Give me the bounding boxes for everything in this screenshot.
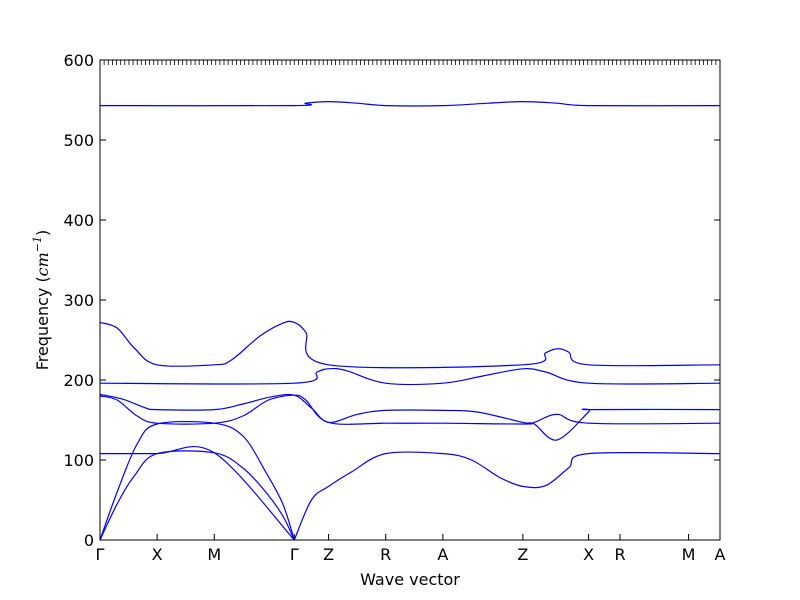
x-tick-label: X	[583, 545, 594, 564]
series-9-line	[99, 100, 721, 107]
x-tick-label: R	[380, 545, 391, 564]
x-tick-label: R	[614, 545, 625, 564]
y-tick-label: 600	[63, 51, 94, 70]
x-tick-label: X	[152, 545, 163, 564]
x-tick-label: M	[682, 545, 696, 564]
x-tick-label: Γ	[290, 545, 299, 564]
plot-frame	[99, 59, 721, 541]
series-1-line	[99, 450, 295, 541]
x-tick-label: M	[207, 545, 221, 564]
x-tick-label: Z	[323, 545, 334, 564]
series-6-line	[99, 320, 721, 369]
x-tick-label: A	[437, 545, 448, 564]
y-axis-label-unit: cm	[33, 252, 52, 276]
series-4-line	[99, 393, 721, 441]
x-axis-label: Wave vector	[360, 570, 460, 589]
series-2-line	[99, 420, 295, 541]
y-tick-label: 200	[63, 371, 94, 390]
x-tick-label: Z	[517, 545, 528, 564]
y-axis-label-suffix: )	[33, 230, 52, 236]
y-tick-label: 500	[63, 131, 94, 150]
y-axis-label-prefix: Frequency (	[33, 276, 52, 370]
y-axis-label-exponent: −1	[31, 236, 44, 252]
x-tick-label: Γ	[96, 545, 105, 564]
y-tick-label: 300	[63, 291, 94, 310]
y-axis-label: Frequency (cm−1)	[31, 230, 52, 371]
x-tick-label: A	[715, 545, 726, 564]
series-8-line	[293, 451, 721, 541]
y-tick-label: 0	[84, 531, 94, 550]
series-3-line	[99, 394, 721, 425]
y-tick-label: 100	[63, 451, 94, 470]
series-5-line	[99, 367, 721, 386]
y-tick-label: 400	[63, 211, 94, 230]
series-7-line	[99, 445, 295, 541]
series-layer	[99, 100, 721, 541]
